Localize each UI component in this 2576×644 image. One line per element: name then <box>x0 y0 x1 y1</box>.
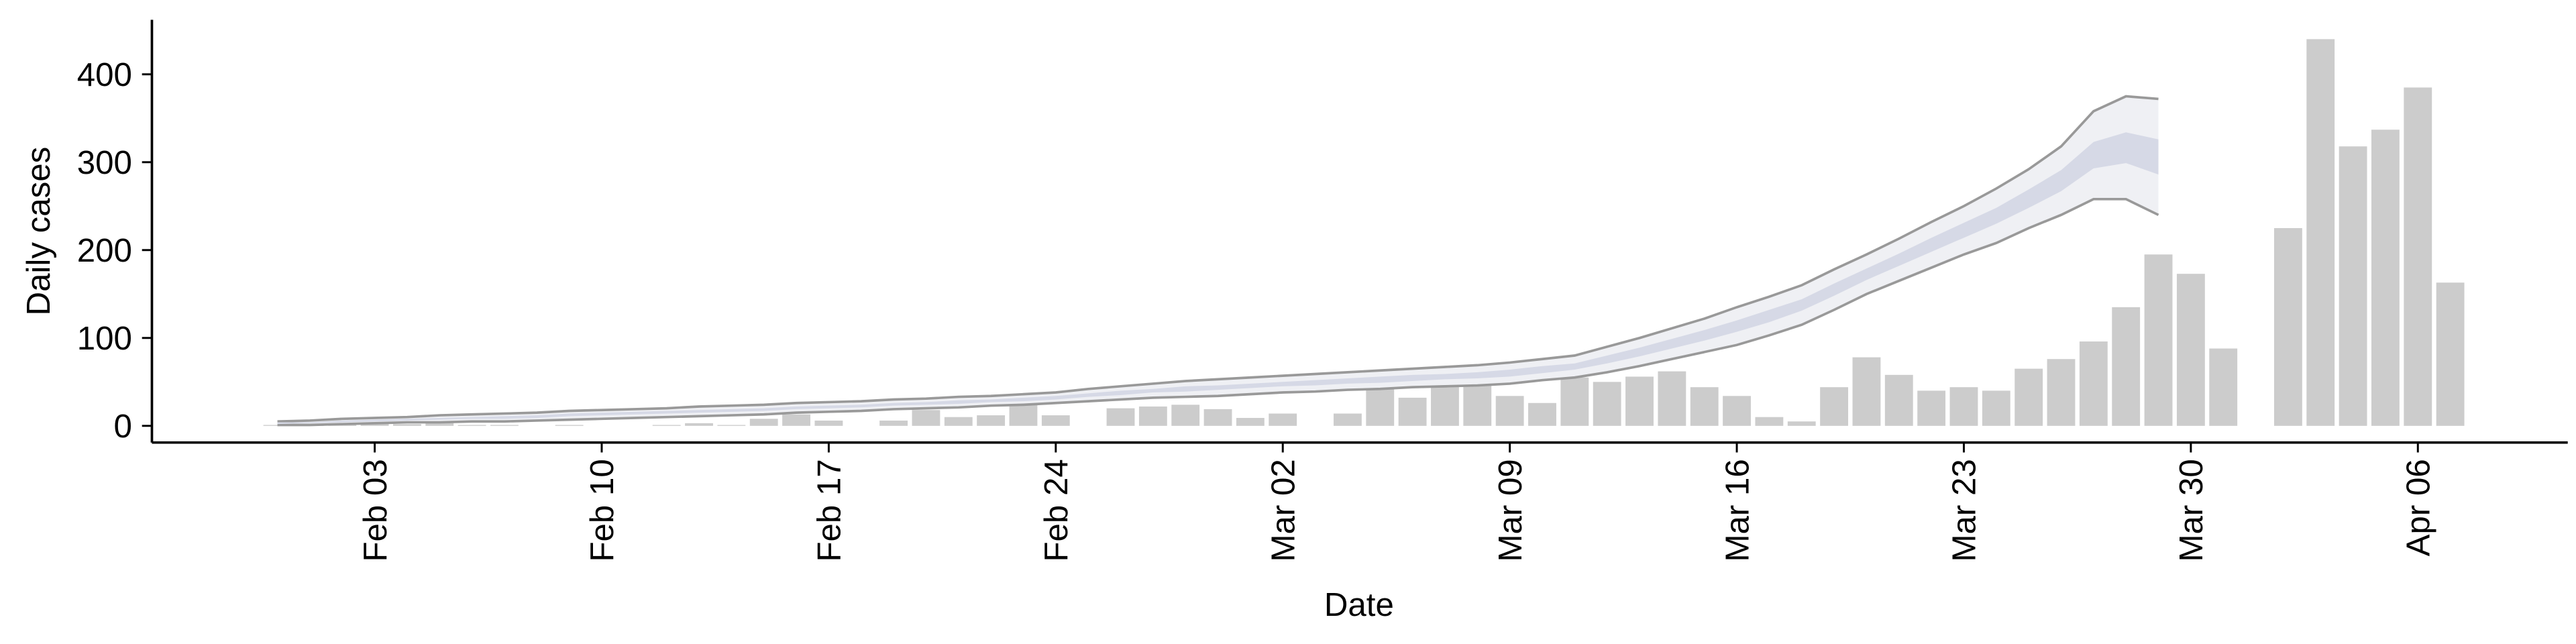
bar <box>977 415 1006 426</box>
bar <box>1398 397 1427 426</box>
bar <box>944 417 973 426</box>
bar <box>360 423 389 426</box>
bar <box>2047 359 2076 426</box>
y-tick-label: 200 <box>77 232 132 269</box>
bar <box>1041 415 1070 426</box>
bar <box>2273 228 2302 426</box>
bar <box>2209 348 2238 426</box>
y-tick-label: 100 <box>77 320 132 357</box>
bar <box>2436 282 2465 426</box>
x-tick-label: Apr 06 <box>2400 459 2437 556</box>
bar <box>1593 382 1621 426</box>
bar <box>1884 374 1913 426</box>
x-axis-title: Date <box>1324 586 1394 623</box>
bar <box>425 423 454 426</box>
bar <box>1138 406 1167 426</box>
bar <box>1949 387 1978 426</box>
bar <box>2015 368 2043 426</box>
bar <box>2371 129 2400 426</box>
bar <box>749 419 778 426</box>
bar <box>1690 387 1719 426</box>
bar <box>1755 417 1784 426</box>
bar <box>912 410 941 426</box>
bar <box>685 423 713 426</box>
band-line <box>277 95 2159 423</box>
x-tick-label: Mar 23 <box>1946 459 1983 561</box>
bar <box>814 420 843 426</box>
bar <box>1658 371 1686 426</box>
bar <box>1982 390 2010 426</box>
x-tick-label: Mar 02 <box>1265 459 1301 561</box>
bar <box>1236 418 1265 426</box>
x-tick-label: Feb 17 <box>811 459 848 561</box>
bar <box>782 414 810 426</box>
y-tick-label: 0 <box>114 408 132 445</box>
x-tick-label: Feb 03 <box>357 459 394 561</box>
bar <box>1787 421 1816 426</box>
bar <box>879 420 908 426</box>
bar <box>1625 376 1654 426</box>
x-tick-label: Mar 30 <box>2173 459 2210 561</box>
bar <box>1820 387 1849 426</box>
bar <box>1463 380 1492 426</box>
bar <box>2404 87 2432 426</box>
bar <box>2144 254 2173 426</box>
y-tick-label: 300 <box>77 144 132 181</box>
bar <box>2306 39 2335 426</box>
bar <box>392 424 421 426</box>
band-line <box>277 197 2159 427</box>
bar <box>2112 307 2141 426</box>
bar <box>1269 413 1297 426</box>
plot-area <box>263 39 2465 426</box>
bar <box>1203 409 1232 426</box>
bar <box>2079 341 2108 426</box>
y-tick-label: 400 <box>77 56 132 93</box>
bar <box>1560 377 1589 426</box>
x-tick-label: Feb 24 <box>1038 459 1075 561</box>
x-tick-label: Feb 10 <box>584 459 621 561</box>
bar <box>1333 413 1362 426</box>
bar <box>1106 408 1135 426</box>
bar <box>1171 405 1200 426</box>
y-axis-title: Daily cases <box>20 147 57 316</box>
bar <box>1528 402 1556 426</box>
bar <box>1917 390 1946 426</box>
x-tick-label: Mar 16 <box>1719 459 1756 561</box>
bar <box>1495 396 1524 426</box>
bar <box>1723 396 1751 426</box>
bar <box>1852 357 1881 426</box>
bar <box>2339 146 2367 426</box>
bar <box>2176 274 2205 426</box>
x-tick-label: Mar 09 <box>1492 459 1529 561</box>
